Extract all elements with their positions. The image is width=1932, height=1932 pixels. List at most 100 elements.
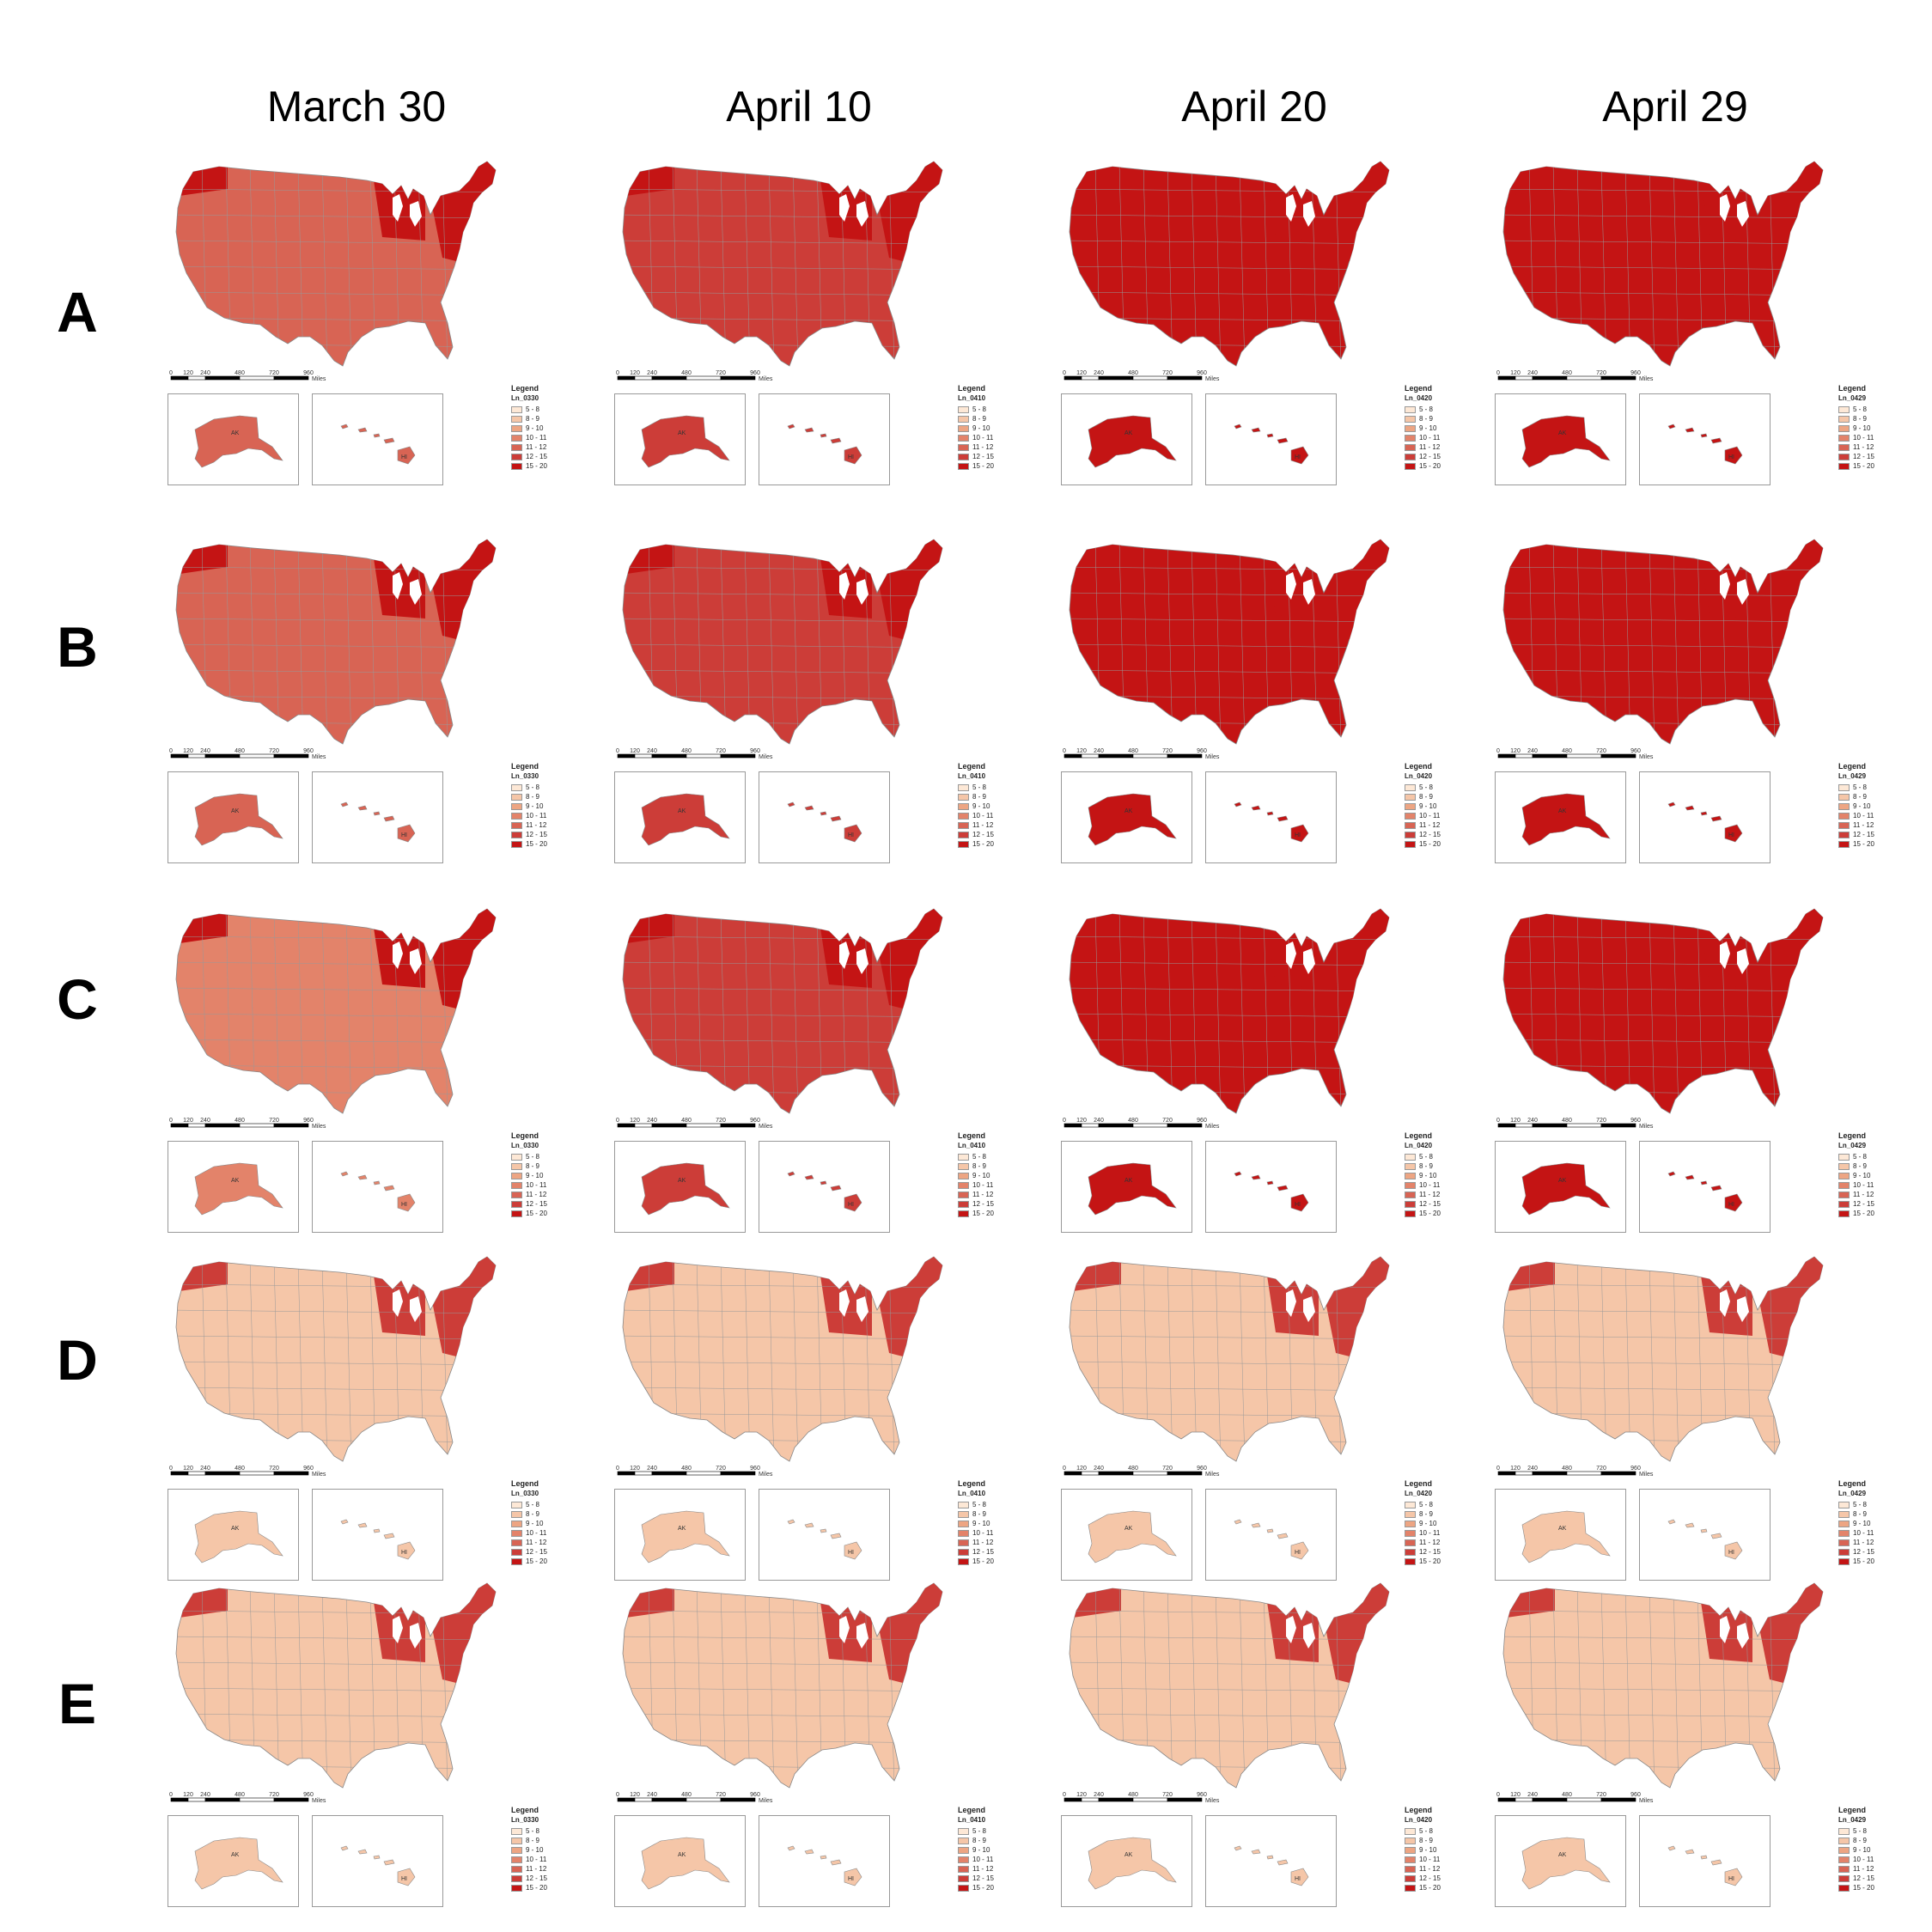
inset-frame [1205, 1489, 1337, 1581]
legend-field-name: Ln_0330 [511, 1816, 539, 1824]
scale-tick-label: 960 [1630, 748, 1641, 754]
legend-swatch [511, 1200, 522, 1208]
scale-segment [1532, 753, 1568, 759]
legend-field-name: Ln_0330 [511, 1142, 539, 1149]
legend-swatch [1405, 802, 1416, 810]
scale-tick-label: 240 [647, 370, 657, 376]
scale-tick-label: 120 [630, 748, 640, 754]
legend-swatch [1405, 1557, 1416, 1565]
map-panel: 0 120 240 480 720 960 Miles AK HI Legend Ln_0410 5 … [614, 1250, 1027, 1624]
great-lakes [839, 572, 868, 605]
legend-entry: 11 - 12 [511, 820, 547, 830]
legend-class-label: 10 - 11 [1419, 1855, 1441, 1863]
hawaii-shape [787, 1519, 862, 1560]
legend-entry: 8 - 9 [1838, 1836, 1874, 1845]
legend-title: Legend [958, 1806, 986, 1814]
legend-class-label: 11 - 12 [972, 1538, 994, 1546]
legend-swatch [958, 821, 969, 829]
legend-swatch [511, 462, 522, 470]
legend-entry: 12 - 15 [511, 1199, 547, 1209]
alaska-shape [641, 415, 730, 468]
state-borders [1070, 162, 1389, 366]
legend-entry: 10 - 11 [1838, 433, 1874, 442]
scale-segment [1167, 1471, 1203, 1476]
legend-class-label: 8 - 9 [972, 1161, 987, 1170]
legend-class-label: 12 - 15 [972, 452, 994, 460]
legend-entry: 9 - 10 [511, 424, 547, 433]
legend-entry: 15 - 20 [958, 461, 994, 471]
great-lakes [393, 1616, 422, 1649]
legend-entry: 12 - 15 [958, 1874, 994, 1883]
legend-entry: 15 - 20 [1838, 1883, 1874, 1892]
scale-segment [617, 375, 636, 381]
great-lakes [1720, 1616, 1749, 1649]
scale-segment [1098, 1123, 1134, 1128]
scale-segment [686, 1123, 722, 1128]
state-borders [176, 162, 496, 366]
legend-entry: 5 - 8 [1838, 783, 1874, 792]
alaska-label: AK [678, 1178, 686, 1184]
legend-field-name: Ln_0410 [958, 1490, 986, 1497]
scale-tick-label: 240 [1094, 1466, 1104, 1472]
legend-field-name: Ln_0420 [1405, 1490, 1433, 1497]
legend-field-name: Ln_0429 [1838, 394, 1867, 402]
scale-segment [686, 1471, 722, 1476]
legend-entry: 11 - 12 [511, 1864, 547, 1874]
scale-tick-label: 720 [269, 1466, 279, 1472]
legend-entry: 10 - 11 [1838, 1528, 1874, 1538]
contiguous-us-shape [175, 1256, 497, 1462]
hawaii-label: HI [1728, 454, 1734, 460]
legend-entry: 8 - 9 [958, 414, 994, 424]
scale-segment [239, 1123, 275, 1128]
legend-entry: 15 - 20 [958, 839, 994, 849]
scale-tick-label: 480 [681, 1466, 692, 1472]
scale-tick-label: 960 [1630, 1466, 1641, 1472]
legend-class-label: 15 - 20 [1853, 1557, 1874, 1565]
legend-field-name: Ln_0420 [1405, 1816, 1433, 1824]
great-lakes [1720, 942, 1749, 974]
hawaii-shape [1667, 424, 1743, 465]
alaska-label: AK [1124, 430, 1133, 436]
inset-frame [759, 1815, 890, 1907]
alaska-shape [194, 793, 283, 846]
scale-segment [239, 375, 275, 381]
legend-class-label: 8 - 9 [526, 792, 540, 801]
scale-segment [170, 753, 189, 759]
legend-swatch [1838, 1827, 1850, 1835]
scale-tick-label: 720 [1596, 1792, 1606, 1798]
alaska-label: AK [678, 1852, 686, 1858]
legend-class-label: 15 - 20 [1419, 1883, 1441, 1892]
scale-tick-label: 720 [716, 370, 726, 376]
scale-segment [1515, 375, 1533, 381]
scale-segment [1566, 1797, 1602, 1802]
map-panel: 0 120 240 480 720 960 Miles AK HI Legend Ln_0410 5 … [614, 533, 1027, 906]
hawaii-shape [1234, 1519, 1309, 1560]
scale-tick-label: 120 [1510, 748, 1521, 754]
hawaii-inset: HI [759, 1815, 890, 1907]
legend-class-label: 8 - 9 [1419, 1161, 1434, 1170]
hawaii-inset: HI [1205, 771, 1337, 863]
legend-entry: 11 - 12 [1838, 1864, 1874, 1874]
legend-swatch [958, 443, 969, 451]
scale-tick-label: 120 [630, 370, 640, 376]
scale-tick-label: 0 [169, 370, 173, 376]
inset-frame [1639, 1141, 1770, 1233]
legend-swatch [1838, 840, 1850, 848]
alaska-label: AK [1124, 1178, 1133, 1184]
scale-tick-label: 480 [1562, 1118, 1572, 1124]
legend-class-label: 11 - 12 [1853, 1190, 1874, 1198]
legend-entry: 10 - 11 [511, 1180, 547, 1190]
alaska-label: AK [1558, 808, 1567, 814]
scale-tick-label: 240 [647, 1792, 657, 1798]
legend-swatch [1838, 434, 1850, 442]
legend-class-label: 15 - 20 [1853, 1883, 1874, 1892]
state-borders [1070, 540, 1389, 744]
legend-class-label: 15 - 20 [526, 461, 547, 470]
legend-swatch [511, 1181, 522, 1189]
legend-swatch [511, 1837, 522, 1844]
scale-segment [1532, 1797, 1568, 1802]
